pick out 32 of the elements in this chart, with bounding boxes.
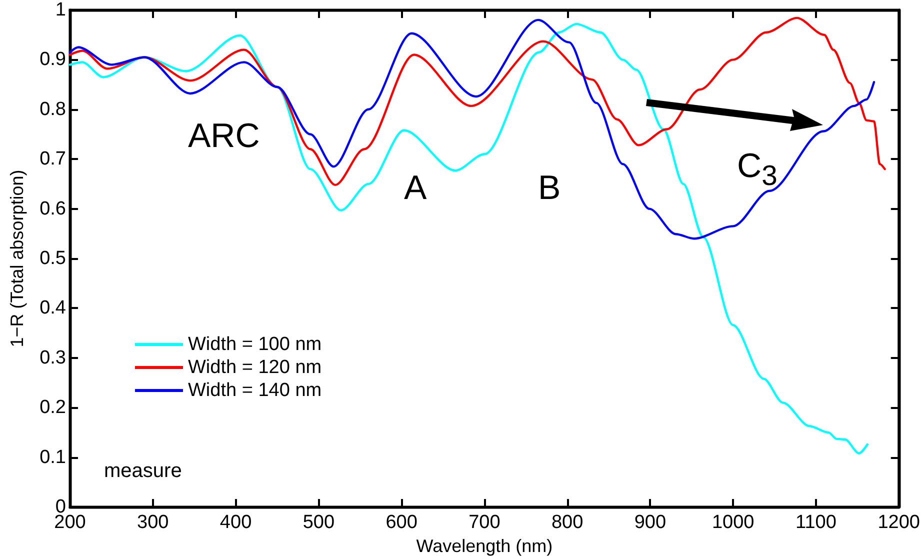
y-tick-label: 0.1 bbox=[40, 446, 66, 468]
x-tick-label: 400 bbox=[220, 512, 252, 533]
y-tick-label: 0.8 bbox=[40, 98, 66, 120]
y-tick-label: 1 bbox=[55, 0, 66, 20]
legend-label: Width = 100 nm bbox=[188, 334, 322, 355]
y-tick-label: 0.9 bbox=[40, 49, 66, 70]
x-tick-label: 300 bbox=[137, 512, 169, 533]
legend-label: Width = 140 nm bbox=[188, 380, 322, 401]
line-series bbox=[68, 22, 868, 454]
y-tick-label: 0.3 bbox=[40, 347, 66, 368]
legend-label: Width = 120 nm bbox=[188, 357, 322, 378]
y-tick-label: 0.5 bbox=[40, 248, 66, 269]
x-tick-label: 500 bbox=[302, 512, 335, 533]
annotation: C$_{3}$ bbox=[737, 147, 778, 192]
y-axis-title: 1−R (Total absorption) bbox=[7, 170, 27, 348]
x-tick-label: 700 bbox=[468, 512, 500, 533]
line-series bbox=[68, 18, 876, 240]
annotation: measure bbox=[104, 460, 182, 482]
y-tick-label: 0.2 bbox=[40, 397, 66, 418]
y-tick-label: 0.6 bbox=[40, 198, 66, 220]
x-tick-label: 1000 bbox=[712, 512, 754, 533]
x-tick-label: 1100 bbox=[796, 512, 836, 533]
annotation: A bbox=[404, 169, 427, 208]
y-tick-label: 0.4 bbox=[40, 298, 66, 319]
y-tick-label: 0.7 bbox=[40, 148, 66, 170]
x-tick-label: 900 bbox=[634, 512, 666, 533]
x-tick-label: 800 bbox=[551, 512, 584, 533]
x-tick-label: 600 bbox=[386, 512, 418, 533]
x-tick-label: 1200 bbox=[878, 512, 920, 533]
x-axis-title: Wavelength (nm) bbox=[416, 536, 553, 556]
annotation: ARC bbox=[188, 117, 260, 156]
annotation: B bbox=[538, 169, 561, 208]
